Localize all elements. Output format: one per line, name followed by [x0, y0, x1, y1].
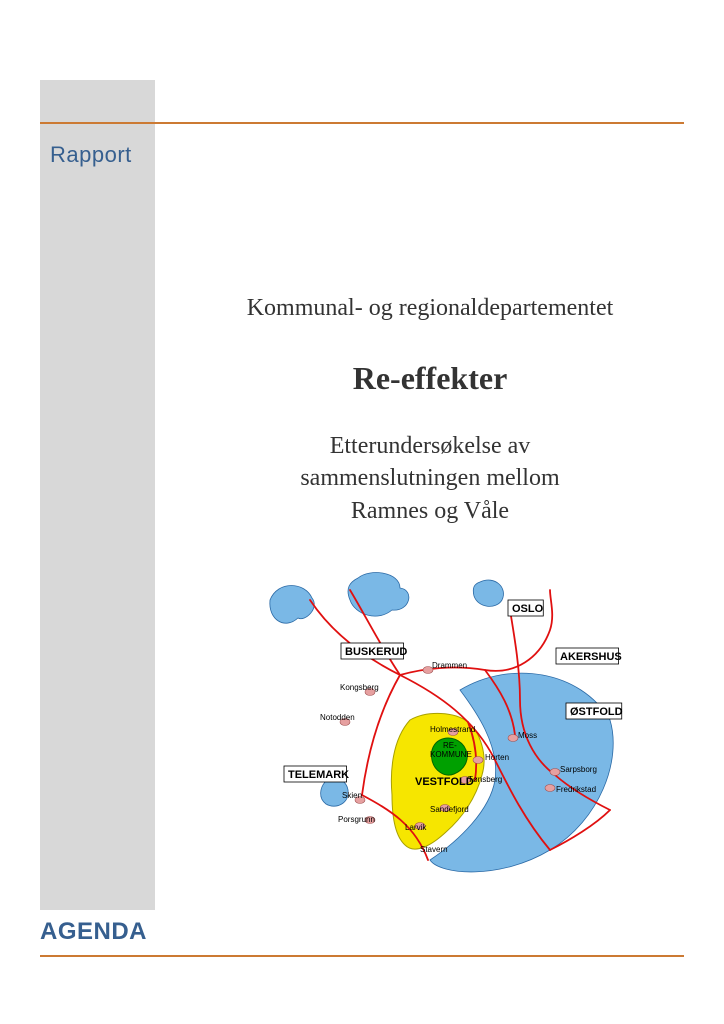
report-label: Rapport [50, 142, 132, 168]
top-rule [40, 122, 684, 124]
svg-text:KOMMUNE: KOMMUNE [430, 750, 472, 759]
map-figure: OSLO BUSKERUD AKERSHUS ØSTFOLD TELEMARK VESTF… [250, 560, 630, 890]
svg-text:Holmestrand: Holmestrand [430, 725, 475, 734]
svg-text:Skien: Skien [342, 791, 362, 800]
svg-text:VESTFOLD: VESTFOLD [415, 776, 474, 788]
svg-text:Fredrikstad: Fredrikstad [556, 785, 596, 794]
svg-text:Drammen: Drammen [432, 661, 467, 670]
subtitle-line: sammenslutningen mellom [300, 465, 559, 491]
svg-text:Larvik: Larvik [405, 823, 427, 832]
svg-text:Kongsberg: Kongsberg [340, 683, 379, 692]
svg-text:Moss: Moss [518, 731, 537, 740]
document-title: Re-effekter [190, 360, 670, 397]
sidebar-column [40, 80, 155, 910]
svg-text:TELEMARK: TELEMARK [288, 769, 349, 781]
document-subtitle: Etterundersøkelse av sammenslutningen me… [190, 430, 670, 527]
map-svg: OSLO BUSKERUD AKERSHUS ØSTFOLD TELEMARK VESTF… [250, 560, 630, 890]
svg-text:ØSTFOLD: ØSTFOLD [570, 706, 623, 718]
svg-text:RE-: RE- [443, 741, 457, 750]
svg-text:Sarpsborg: Sarpsborg [560, 765, 597, 774]
agenda-logo: AGENDA [40, 918, 147, 946]
report-cover-page: Rapport Kommunal- og regionaldepartement… [0, 0, 724, 1024]
subtitle-line: Etterundersøkelse av [330, 433, 531, 459]
svg-text:Tønsberg: Tønsberg [468, 775, 502, 784]
svg-text:Sandefjord: Sandefjord [430, 805, 469, 814]
subtitle-line: Ramnes og Våle [351, 498, 509, 524]
bottom-rule [40, 955, 684, 957]
svg-text:OSLO: OSLO [512, 603, 544, 615]
svg-text:Notodden: Notodden [320, 713, 355, 722]
svg-text:Porsgrunn: Porsgrunn [338, 815, 375, 824]
svg-text:AKERSHUS: AKERSHUS [560, 651, 622, 663]
svg-text:Stavern: Stavern [420, 845, 448, 854]
svg-text:Horten: Horten [485, 753, 509, 762]
department-name: Kommunal- og regionaldepartementet [190, 295, 670, 322]
svg-text:BUSKERUD: BUSKERUD [345, 646, 407, 658]
